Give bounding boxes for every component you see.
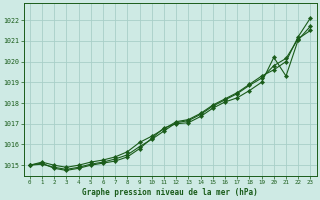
X-axis label: Graphe pression niveau de la mer (hPa): Graphe pression niveau de la mer (hPa) [82,188,258,197]
